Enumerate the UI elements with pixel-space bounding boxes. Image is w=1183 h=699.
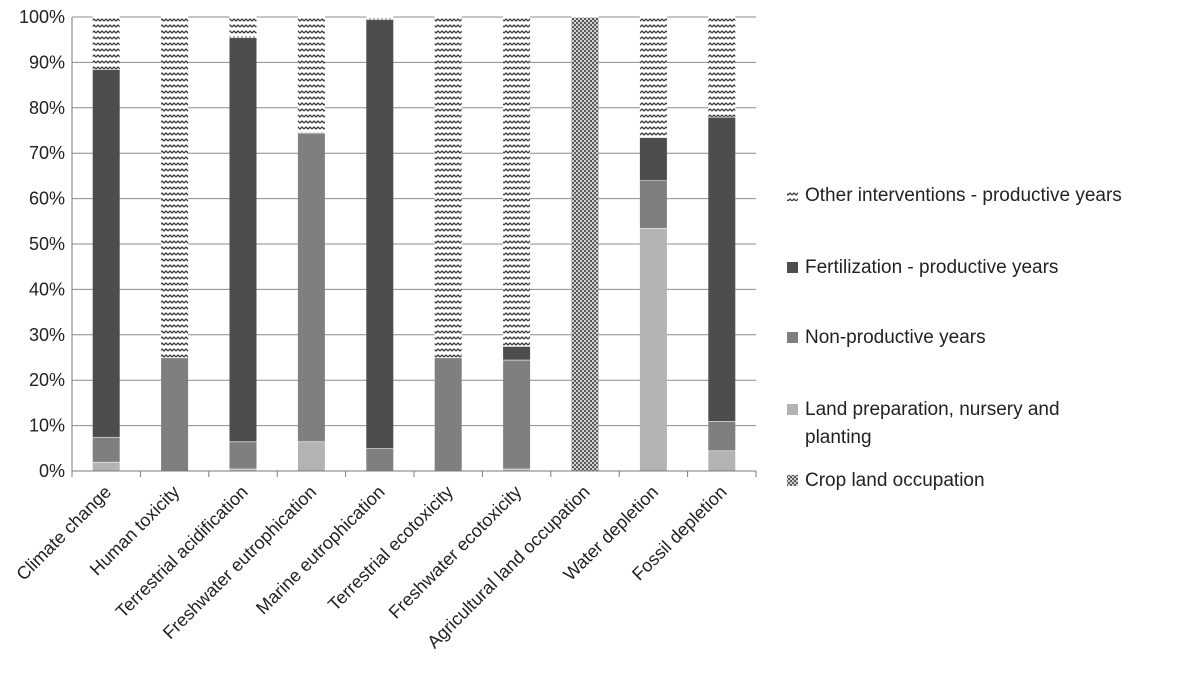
bar-segment-other-interventions-productive-years [503, 17, 531, 347]
x-category-label: Freshwater ecotoxicity [385, 482, 526, 623]
legend-swatch [787, 190, 798, 201]
legend: Other interventions - productive years Fe… [787, 185, 1122, 491]
legend-item-other-interventions-productive-years: Other interventions - productive years [787, 185, 1122, 206]
bar-segment-non-productive-years [639, 180, 667, 229]
bar-segment-land-preparation-nursery-and-planting [708, 450, 736, 471]
legend-item-land-preparation-nursery-and-planting: Land preparation, nursery and planting [787, 399, 1060, 448]
bar-segment-other-interventions-productive-years [297, 17, 325, 133]
y-tick-label: 60% [29, 189, 65, 209]
bar-segment-land-preparation-nursery-and-planting [92, 461, 120, 471]
bar-segment-non-productive-years [161, 357, 189, 471]
bar-segment-non-productive-years [229, 441, 257, 469]
bar-segment-non-productive-years [366, 448, 394, 471]
bar-segment-other-interventions-productive-years [229, 17, 257, 38]
bar-segment-fertilization-productive-years [708, 116, 736, 422]
bar-segment-non-productive-years [92, 436, 120, 462]
legend-label: Non-productive years [805, 327, 986, 348]
bar-segment-fertilization-productive-years [503, 346, 531, 360]
bar-segment-non-productive-years [297, 132, 325, 442]
legend-label: Other interventions - productive years [805, 185, 1122, 206]
bar-segment-land-preparation-nursery-and-planting [503, 468, 531, 471]
y-tick-label: 0% [39, 461, 65, 481]
bar-segment-other-interventions-productive-years [366, 17, 394, 20]
y-tick-label: 80% [29, 98, 65, 118]
legend-swatch [787, 332, 798, 343]
legend-label: Land preparation, nursery and planting [805, 399, 1060, 448]
bar-segment-fertilization-productive-years [639, 137, 667, 181]
legend-swatch [787, 475, 798, 486]
y-tick-label: 30% [29, 325, 65, 345]
legend-label: Fertilization - productive years [805, 257, 1058, 278]
bar-segment-land-preparation-nursery-and-planting [639, 228, 667, 471]
bar-segment-other-interventions-productive-years [92, 17, 120, 70]
y-tick-label: 70% [29, 143, 65, 163]
bar-segment-fertilization-productive-years [92, 69, 120, 437]
x-category-label: Terrestrial ecotoxicity [324, 482, 457, 615]
y-tick-label: 100% [19, 7, 65, 27]
y-tick-label: 10% [29, 416, 65, 436]
bar-segment-other-interventions-productive-years [708, 17, 736, 117]
bar-segment-land-preparation-nursery-and-planting [229, 468, 257, 471]
x-category-label: Marine eutrophication [252, 482, 389, 619]
y-tick-label: 50% [29, 234, 65, 254]
y-tick-label: 40% [29, 279, 65, 299]
y-tick-label: 90% [29, 52, 65, 72]
bar-segment-other-interventions-productive-years [161, 17, 189, 358]
bar-segment-crop-land-occupation [571, 17, 599, 471]
legend-swatch [787, 404, 798, 415]
bars [92, 16, 736, 471]
bar-segment-fertilization-productive-years [366, 19, 394, 449]
bar-segment-other-interventions-productive-years [434, 17, 462, 358]
bar-segment-land-preparation-nursery-and-planting [297, 441, 325, 471]
legend-item-non-productive-years: Non-productive years [787, 327, 986, 348]
x-category-label: Terrestrial acidification [112, 482, 252, 622]
bar-segment-non-productive-years [503, 359, 531, 469]
legend-item-crop-land-occupation: Crop land occupation [787, 470, 985, 491]
bar-segment-non-productive-years [708, 421, 736, 451]
bar-segment-non-productive-years [434, 357, 462, 471]
legend-swatch [787, 262, 798, 273]
y-tick-label: 20% [29, 370, 65, 390]
bar-segment-fertilization-productive-years [229, 37, 257, 442]
legend-item-fertilization-productive-years: Fertilization - productive years [787, 257, 1058, 278]
legend-label: Crop land occupation [805, 470, 985, 491]
bar-segment-other-interventions-productive-years [639, 17, 667, 138]
